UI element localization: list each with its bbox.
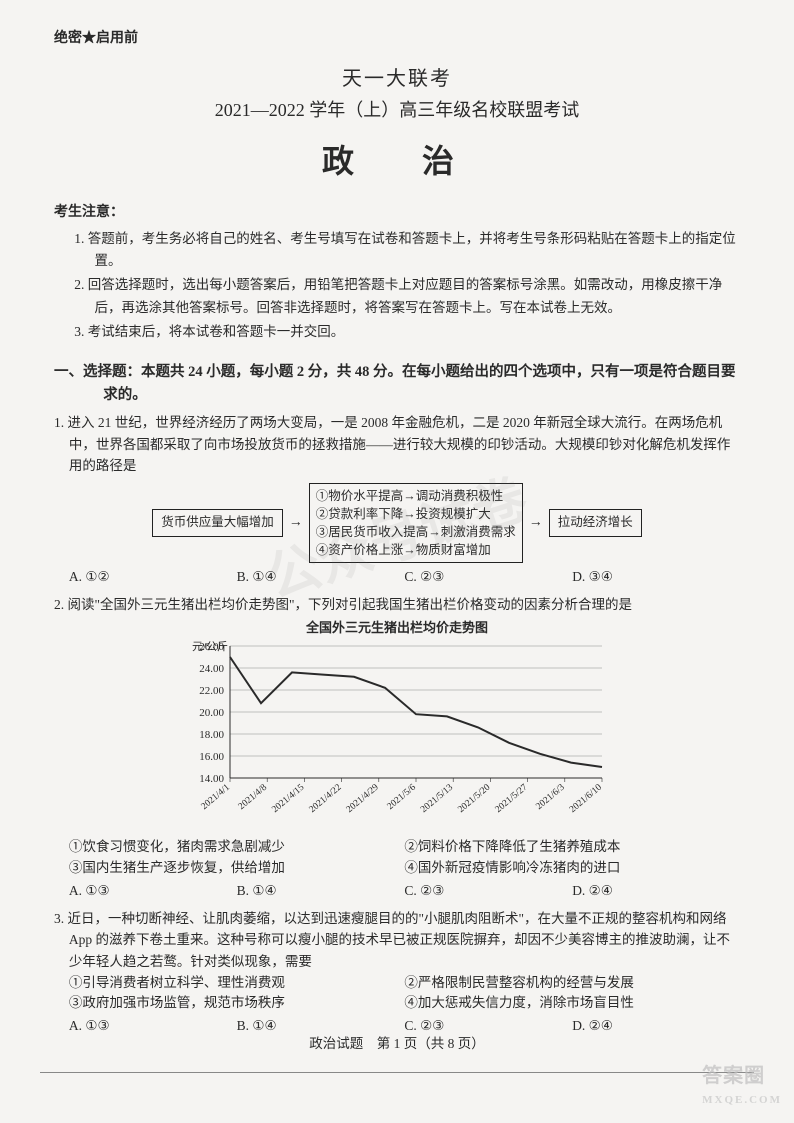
svg-text:2021/6/10: 2021/6/10 [568, 783, 604, 816]
q1-left-box: 货币供应量大幅增加 [152, 509, 283, 536]
page-footer: 政治试题 第 1 页（共 8 页） [0, 1034, 794, 1055]
notice-list: 1. 答题前，考生务必将自己的姓名、考生号填写在试卷和答题卡上，并将考生号条形码… [54, 228, 740, 343]
q2-opt-a: A. ①③ [69, 881, 237, 902]
q2-chart-title: 全国外三元生猪出栏均价走势图 [54, 618, 740, 638]
q2-chart: 元/公斤14.0016.0018.0020.0022.0024.0026.002… [182, 638, 612, 835]
watermark-br-main: 答案圈 [702, 1065, 765, 1087]
q2-sub-3: ③国内生猪生产逐步恢复，供给增加 [69, 858, 405, 879]
q1-mid-2: ②贷款利率下降→投资规模扩大 [316, 505, 516, 523]
svg-text:2021/4/15: 2021/4/15 [270, 783, 306, 816]
q3-sub-4: ④加大惩戒失信力度，消除市场盲目性 [404, 993, 740, 1014]
question-3-text: 3. 近日，一种切断神经、让肌肉萎缩，以达到迅速瘦腿目的的"小腿肌肉阻断术"，在… [54, 908, 740, 973]
q2-sub-1: ①饮食习惯变化，猪肉需求急剧减少 [69, 837, 405, 858]
confidential-mark: 绝密★启用前 [54, 28, 740, 50]
q3-sub-3: ③政府加强市场监管，规范市场秩序 [69, 993, 405, 1014]
question-1: 1. 进入 21 世纪，世界经济经历了两场大变局，一是 2008 年金融危机，二… [54, 412, 740, 588]
arrow-right-icon: → [529, 512, 543, 534]
q1-mid-1: ①物价水平提高→调动消费积极性 [316, 487, 516, 505]
svg-text:2021/6/3: 2021/6/3 [534, 783, 566, 813]
svg-text:2021/4/29: 2021/4/29 [345, 783, 381, 816]
question-2: 2. 阅读"全国外三元生猪出栏均价走势图"，下列对引起我国生猪出栏价格变动的因素… [54, 594, 740, 901]
q1-opt-c: C. ②③ [404, 567, 572, 588]
svg-text:2021/4/1: 2021/4/1 [200, 783, 232, 813]
watermark-br-sub: MXQE.COM [702, 1092, 782, 1109]
notice-heading: 考生注意： [54, 202, 740, 224]
subject-title: 政 治 [54, 137, 740, 187]
svg-text:16.00: 16.00 [199, 751, 224, 763]
svg-text:24.00: 24.00 [199, 663, 224, 675]
footer-rule [40, 1072, 754, 1073]
q1-opt-b: B. ①④ [237, 567, 405, 588]
svg-text:14.00: 14.00 [199, 773, 224, 785]
q1-opt-d: D. ③④ [572, 567, 740, 588]
svg-text:18.00: 18.00 [199, 729, 224, 741]
q1-right-box: 拉动经济增长 [549, 509, 642, 536]
q1-opt-a: A. ①② [69, 567, 237, 588]
watermark-bottom-right: 答案圈 MXQE.COM [702, 1061, 782, 1109]
svg-text:2021/5/20: 2021/5/20 [456, 783, 492, 816]
q1-mid-box: ①物价水平提高→调动消费积极性 ②贷款利率下降→投资规模扩大 ③居民货币收入提高… [309, 483, 523, 564]
question-3: 3. 近日，一种切断神经、让肌肉萎缩，以达到迅速瘦腿目的的"小腿肌肉阻断术"，在… [54, 908, 740, 1038]
header-line1: 天一大联考 [54, 64, 740, 95]
q3-sub-2: ②严格限制民营整容机构的经营与发展 [404, 973, 740, 994]
question-2-text: 2. 阅读"全国外三元生猪出栏均价走势图"，下列对引起我国生猪出栏价格变动的因素… [54, 594, 740, 616]
svg-text:2021/4/8: 2021/4/8 [237, 783, 269, 813]
q1-mid-4: ④资产价格上涨→物质财富增加 [316, 541, 516, 559]
svg-text:2021/5/13: 2021/5/13 [419, 783, 455, 816]
q1-diagram: 货币供应量大幅增加 → ①物价水平提高→调动消费积极性 ②贷款利率下降→投资规模… [54, 483, 740, 564]
q2-sub-2: ②饲料价格下降降低了生猪养殖成本 [404, 837, 740, 858]
q3-sub-options: ①引导消费者树立科学、理性消费观 ②严格限制民营整容机构的经营与发展 ③政府加强… [69, 973, 740, 1015]
notice-item: 2. 回答选择题时，选出每小题答案后，用铅笔把答题卡上对应题目的答案标号涂黑。如… [74, 274, 740, 319]
q2-opt-c: C. ②③ [404, 881, 572, 902]
question-1-text: 1. 进入 21 世纪，世界经济经历了两场大变局，一是 2008 年金融危机，二… [54, 412, 740, 477]
exam-header: 天一大联考 2021—2022 学年（上）高三年级名校联盟考试 政 治 [54, 64, 740, 186]
header-line2: 2021—2022 学年（上）高三年级名校联盟考试 [54, 97, 740, 125]
line-chart-svg: 元/公斤14.0016.0018.0020.0022.0024.0026.002… [182, 638, 612, 828]
svg-text:2021/5/27: 2021/5/27 [494, 783, 530, 816]
q3-sub-1: ①引导消费者树立科学、理性消费观 [69, 973, 405, 994]
q2-sub-4: ④国外新冠疫情影响冷冻猪肉的进口 [404, 858, 740, 879]
section-heading: 一、选择题：本题共 24 小题，每小题 2 分，共 48 分。在每小题给出的四个… [54, 361, 740, 406]
q1-mid-3: ③居民货币收入提高→刺激消费需求 [316, 523, 516, 541]
q2-opt-d: D. ②④ [572, 881, 740, 902]
svg-text:22.00: 22.00 [199, 685, 224, 697]
q2-opt-b: B. ①④ [237, 881, 405, 902]
svg-text:2021/4/22: 2021/4/22 [308, 783, 344, 816]
notice-item: 1. 答题前，考生务必将自己的姓名、考生号填写在试卷和答题卡上，并将考生号条形码… [74, 228, 740, 273]
q1-options: A. ①② B. ①④ C. ②③ D. ③④ [69, 567, 740, 588]
arrow-right-icon: → [289, 512, 303, 534]
svg-text:2021/5/6: 2021/5/6 [386, 783, 418, 813]
svg-text:26.00: 26.00 [199, 641, 224, 653]
notice-item: 3. 考试结束后，将本试卷和答题卡一并交回。 [74, 321, 740, 343]
q2-sub-options: ①饮食习惯变化，猪肉需求急剧减少 ②饲料价格下降降低了生猪养殖成本 ③国内生猪生… [69, 837, 740, 879]
q2-options: A. ①③ B. ①④ C. ②③ D. ②④ [69, 881, 740, 902]
svg-text:20.00: 20.00 [199, 707, 224, 719]
